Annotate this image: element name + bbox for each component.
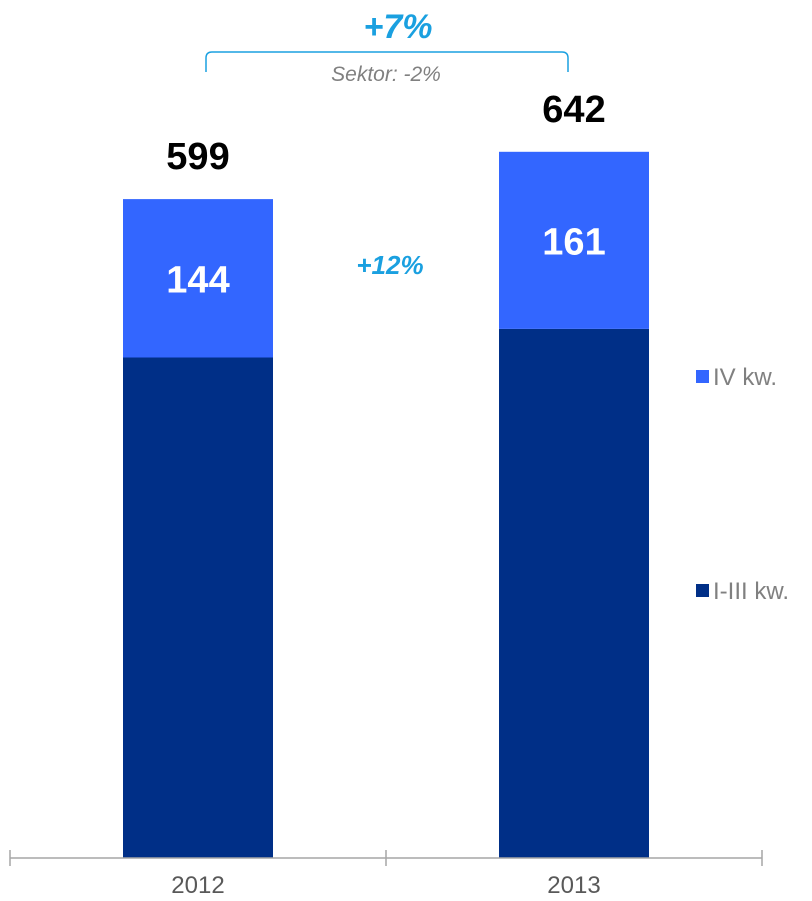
legend-label-i-iii-kw: I-III kw. <box>713 578 789 605</box>
legend-label-iv-kw: IV kw. <box>713 364 777 391</box>
q4-growth-label: +12% <box>356 250 423 280</box>
sector-note-label: Sektor: -2% <box>331 63 441 86</box>
labels-layer: 144 599 161 642 <box>166 89 605 301</box>
x-axis <box>9 850 763 866</box>
bars-layer <box>123 151 649 858</box>
overall-growth-label: +7% <box>364 8 433 46</box>
legend-swatch-iv-kw <box>696 370 709 383</box>
bar-segment-i-iii-kw-2012 <box>123 357 273 858</box>
legend-swatch-i-iii-kw <box>696 584 709 597</box>
x-tick-label-2013: 2013 <box>547 872 600 899</box>
data-label-iv-kw-2012: 144 <box>166 259 229 301</box>
bar-segment-iv-kw-2013 <box>499 151 649 329</box>
data-label-iv-kw-2013: 161 <box>542 221 605 263</box>
x-tick-labels: 2012 2013 <box>171 872 600 899</box>
bar-segment-i-iii-kw-2013 <box>499 328 649 858</box>
bar-segment-iv-kw-2012 <box>123 199 273 358</box>
growth-annotations: +7% Sektor: -2% +12% <box>205 8 569 280</box>
growth-bracket <box>205 51 569 72</box>
legend: IV kw. I-III kw. <box>696 364 789 605</box>
total-label-2012: 599 <box>166 136 229 178</box>
x-tick-label-2012: 2012 <box>171 872 224 899</box>
total-label-2013: 642 <box>542 89 605 131</box>
